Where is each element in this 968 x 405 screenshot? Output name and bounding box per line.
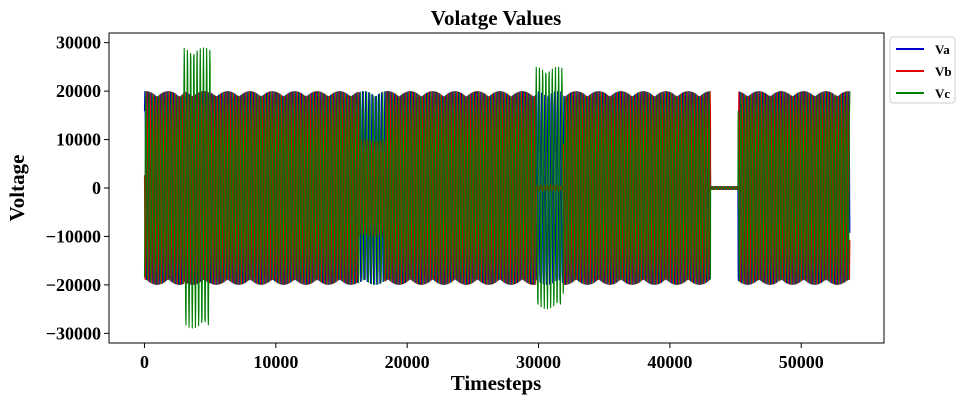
x-tick-label: 10000	[253, 352, 298, 372]
y-tick-label: −10000	[46, 226, 101, 246]
y-tick-label: 20000	[56, 81, 101, 101]
x-tick-label: 20000	[385, 352, 430, 372]
y-tick-label: 0	[92, 178, 101, 198]
x-tick-label: 0	[140, 352, 149, 372]
y-axis: −30000 −20000 −10000 0 10000 20000 30000	[46, 33, 109, 343]
x-tick-label: 50000	[779, 352, 824, 372]
x-tick-label: 30000	[516, 352, 561, 372]
x-axis-label: Timesteps	[451, 371, 542, 395]
series-layer	[143, 47, 851, 329]
series-va-line	[143, 91, 851, 285]
x-axis: 0 10000 20000 30000 40000 50000	[140, 343, 824, 372]
legend-label-va: Va	[935, 42, 950, 57]
series-vc-line	[143, 47, 851, 329]
y-tick-label: −20000	[46, 275, 101, 295]
y-tick-label: 10000	[56, 130, 101, 150]
legend-label-vb: Vb	[935, 64, 952, 79]
x-tick-label: 40000	[647, 352, 692, 372]
y-axis-label: Voltage	[5, 155, 29, 222]
y-tick-label: 30000	[56, 33, 101, 53]
legend-label-vc: Vc	[935, 86, 950, 101]
chart-title: Volatge Values	[431, 6, 562, 30]
y-tick-label: −30000	[46, 323, 101, 343]
legend: Va Vb Vc	[889, 36, 956, 104]
